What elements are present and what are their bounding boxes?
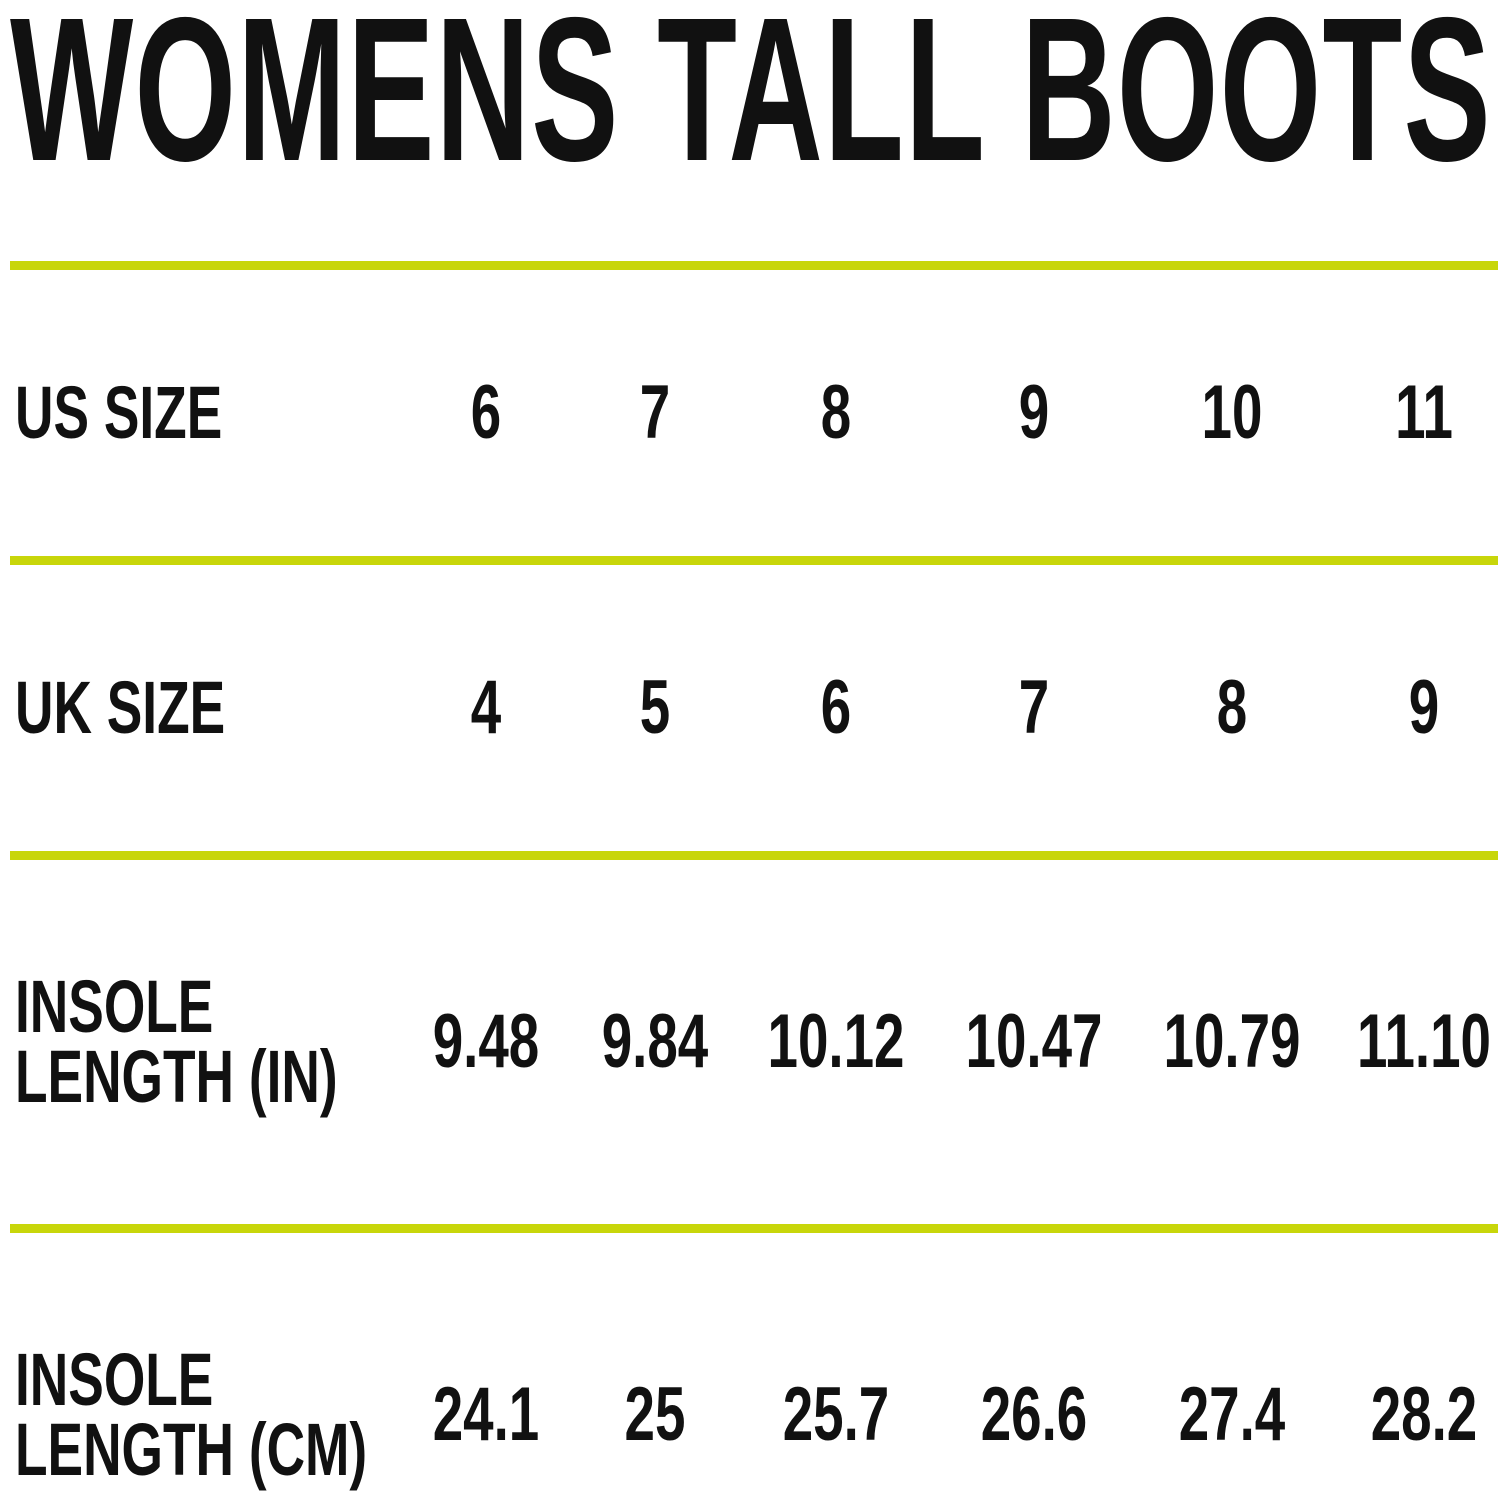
table-cell: 4 [470, 665, 502, 750]
table-cell: 10.47 [965, 999, 1103, 1084]
row-label-line: US SIZE [15, 371, 223, 454]
table-cell: 28.2 [1370, 1372, 1478, 1457]
divider [10, 261, 1498, 270]
table-cell: 10.79 [1163, 999, 1301, 1084]
table-cell: 8 [1216, 665, 1248, 750]
row-label-line: LENGTH (CM) [15, 1408, 368, 1491]
row-label-line: LENGTH (IN) [15, 1035, 338, 1118]
table-cell: 10.12 [767, 999, 905, 1084]
table-cell: 7 [639, 370, 671, 455]
row-label: UK SIZE [15, 666, 226, 749]
table-cell: 5 [639, 665, 671, 750]
table-cell: 10 [1201, 370, 1263, 455]
table-cell: 26.6 [980, 1372, 1088, 1457]
row-label: INSOLE LENGTH (IN) [15, 965, 338, 1118]
row-label-line: UK SIZE [15, 666, 226, 749]
table-cell: 27.4 [1178, 1372, 1286, 1457]
table-cell: 9 [1408, 665, 1440, 750]
table-cell: 6 [470, 370, 502, 455]
table-cell: 11.10 [1357, 999, 1491, 1084]
divider [10, 851, 1498, 860]
row-label: US SIZE [15, 371, 223, 454]
row-label-line: INSOLE [15, 1338, 214, 1421]
table-cell: 25.7 [782, 1372, 890, 1457]
divider [10, 556, 1498, 565]
chart-title: WOMENS TALL BOOTS [10, 0, 1492, 204]
divider [10, 1224, 1498, 1233]
row-label-line: INSOLE [15, 965, 214, 1048]
table-cell: 11 [1395, 370, 1453, 455]
table-cell: 24.1 [432, 1372, 540, 1457]
table-cell: 25 [624, 1372, 686, 1457]
table-cell: 6 [820, 665, 852, 750]
table-cell: 9.48 [432, 999, 540, 1084]
table-cell: 7 [1018, 665, 1050, 750]
row-label: INSOLE LENGTH (CM) [15, 1338, 368, 1491]
table-cell: 9.84 [601, 999, 709, 1084]
table-cell: 8 [820, 370, 852, 455]
table-cell: 9 [1018, 370, 1050, 455]
